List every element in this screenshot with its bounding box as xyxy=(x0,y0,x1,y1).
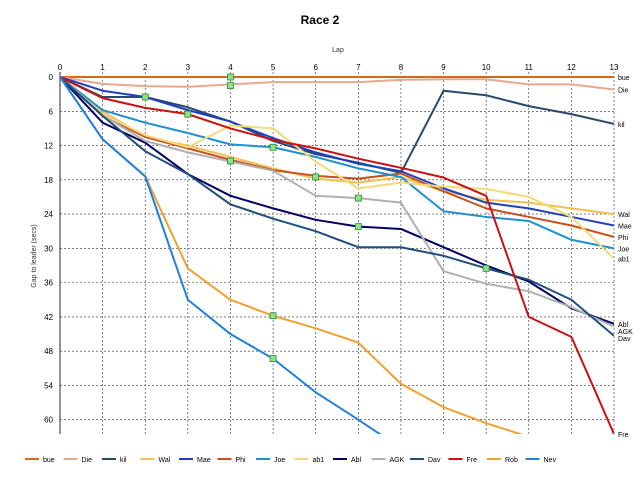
chart-title: Race 2 xyxy=(301,13,340,27)
x-tick-label: 9 xyxy=(441,63,446,72)
lap-marker xyxy=(227,157,234,165)
series-line-die xyxy=(60,76,614,91)
series-line-joe xyxy=(60,76,614,250)
y-axis-label: Gap to leader (secs) xyxy=(31,224,38,287)
lap-marker xyxy=(354,194,362,202)
x-tick-label: 1 xyxy=(100,63,105,72)
legend-label-rob: Rob xyxy=(505,457,518,464)
lap-marker xyxy=(312,173,320,181)
legend-label-joe: Joe xyxy=(274,457,285,464)
legend-label-nev: Nev xyxy=(544,457,557,464)
legend-label-agk: AGK xyxy=(390,457,405,464)
end-label-bue: bue xyxy=(618,75,630,82)
end-label-kil: kil xyxy=(618,122,625,129)
x-axis-label: Lap xyxy=(332,47,344,54)
series-line-phi xyxy=(60,76,614,238)
x-tick-label: 6 xyxy=(313,63,318,72)
series-line-abl xyxy=(60,76,614,325)
legend-label-phi: Phi xyxy=(236,457,247,464)
lap-marker xyxy=(141,93,149,101)
x-tick-label: 8 xyxy=(399,63,404,72)
x-tick-label: 4 xyxy=(228,63,233,72)
x-tick-label: 3 xyxy=(186,63,191,72)
legend-label-kil: kil xyxy=(120,457,127,464)
end-label-ab1: ab1 xyxy=(618,257,630,264)
x-axis-ticks: 0 1 2 3 4 5 6 7 8 9 10 11 12 13 xyxy=(58,63,619,72)
y-tick-label: 18 xyxy=(44,176,53,185)
legend: bue Die kil Wal Mae Phi Joe ab1 Abl AGK Dav Fre Rob N… xyxy=(25,457,556,464)
x-tick-label: 5 xyxy=(271,63,276,72)
x-tick-label: 2 xyxy=(143,63,148,72)
end-label-wal: Wal xyxy=(618,212,630,219)
x-tick-label: 12 xyxy=(567,63,576,72)
y-tick-label: 54 xyxy=(44,381,53,390)
end-label-abl: Abl xyxy=(618,322,629,329)
y-tick-label: 60 xyxy=(44,416,53,425)
y-tick-label: 36 xyxy=(44,279,53,288)
end-label-joe: Joe xyxy=(618,246,629,253)
y-tick-label: 6 xyxy=(49,107,54,116)
x-tick-label: 10 xyxy=(482,63,491,72)
legend-label-dav: Dav xyxy=(428,457,441,464)
plot-area xyxy=(60,76,614,434)
series-line-fre xyxy=(60,76,614,434)
end-label-fre: Fre xyxy=(618,432,629,439)
lap-marker xyxy=(482,264,490,272)
series-line-mae xyxy=(60,76,614,227)
y-tick-label: 42 xyxy=(44,313,53,322)
lap-marker xyxy=(184,110,192,118)
legend-label-ab1: ab1 xyxy=(313,457,325,464)
end-label-dav: Dav xyxy=(618,336,631,343)
x-tick-label: 13 xyxy=(610,63,619,72)
lap-marker xyxy=(269,143,277,151)
legend-label-abl: Abl xyxy=(351,457,362,464)
end-label-die: Die xyxy=(618,88,629,95)
lap-marker xyxy=(227,73,234,81)
lap-marker xyxy=(354,223,362,231)
legend-label-fre: Fre xyxy=(467,457,478,464)
lap-marker xyxy=(227,82,234,89)
lap-marker xyxy=(269,355,277,363)
legend-label-bue: bue xyxy=(43,457,55,464)
legend-label-die: Die xyxy=(82,457,93,464)
series-line-agk xyxy=(60,76,614,328)
end-label-mae: Mae xyxy=(618,224,632,231)
series-line-dav xyxy=(60,76,614,337)
y-axis-ticks: 0 6 12 18 24 30 36 42 48 54 60 xyxy=(44,73,53,425)
y-tick-label: 24 xyxy=(44,210,53,219)
series-line-nev xyxy=(60,76,382,434)
gridlines xyxy=(59,72,615,434)
x-tick-label: 0 xyxy=(58,63,63,72)
x-tick-label: 7 xyxy=(356,63,361,72)
legend-label-mae: Mae xyxy=(197,457,211,464)
y-tick-label: 48 xyxy=(44,347,53,356)
y-tick-label: 30 xyxy=(44,244,53,253)
series-line-ab1 xyxy=(60,76,614,260)
y-tick-label: 0 xyxy=(49,73,54,82)
lap-marker xyxy=(269,312,277,320)
end-label-phi: Phi xyxy=(618,235,629,242)
end-label-agk: AGK xyxy=(618,329,633,336)
y-tick-label: 12 xyxy=(44,142,53,151)
legend-label-wal: Wal xyxy=(159,457,171,464)
x-tick-label: 11 xyxy=(525,63,534,72)
lap-markers xyxy=(141,73,490,363)
